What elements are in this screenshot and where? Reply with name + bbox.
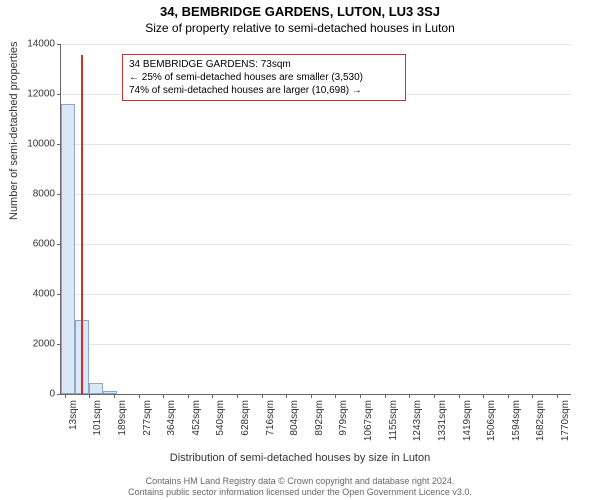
x-tick-mark <box>212 394 213 398</box>
x-tick-mark <box>311 394 312 398</box>
x-tick-label: 979sqm <box>338 400 349 436</box>
footer: Contains HM Land Registry data © Crown c… <box>0 476 600 498</box>
x-tick-mark <box>409 394 410 398</box>
y-tick-label: 10000 <box>15 139 55 150</box>
legend-box: 34 BEMBRIDGE GARDENS: 73sqm ← 25% of sem… <box>122 54 406 101</box>
x-axis-label: Distribution of semi-detached houses by … <box>0 452 600 464</box>
x-tick-label: 892sqm <box>314 400 325 436</box>
y-tick-mark <box>57 394 61 395</box>
gridline <box>61 294 571 295</box>
x-tick-mark <box>508 394 509 398</box>
x-tick-label: 540sqm <box>215 400 226 436</box>
x-tick-mark <box>459 394 460 398</box>
x-tick-label: 1770sqm <box>560 400 571 441</box>
x-tick-label: 364sqm <box>166 400 177 436</box>
histogram-bar <box>89 383 103 394</box>
legend-line-2: ← 25% of semi-detached houses are smalle… <box>129 71 399 84</box>
footer-line-1: Contains HM Land Registry data © Crown c… <box>0 476 600 487</box>
x-tick-mark <box>114 394 115 398</box>
x-tick-mark <box>360 394 361 398</box>
x-tick-label: 1506sqm <box>486 400 497 441</box>
x-tick-mark <box>89 394 90 398</box>
x-tick-label: 1067sqm <box>363 400 374 441</box>
x-tick-mark <box>557 394 558 398</box>
legend-line-3: 74% of semi-detached houses are larger (… <box>129 84 399 97</box>
gridline <box>61 44 571 45</box>
legend-line-1: 34 BEMBRIDGE GARDENS: 73sqm <box>129 58 399 71</box>
x-tick-label: 716sqm <box>265 400 276 436</box>
page-subtitle: Size of property relative to semi-detach… <box>0 19 600 35</box>
x-tick-mark <box>532 394 533 398</box>
y-tick-label: 4000 <box>15 289 55 300</box>
y-tick-mark <box>57 44 61 45</box>
x-tick-label: 628sqm <box>240 400 251 436</box>
x-tick-mark <box>139 394 140 398</box>
x-tick-mark <box>385 394 386 398</box>
x-tick-mark <box>335 394 336 398</box>
x-tick-mark <box>483 394 484 398</box>
x-tick-mark <box>434 394 435 398</box>
y-tick-label: 12000 <box>15 89 55 100</box>
x-tick-label: 1243sqm <box>412 400 423 441</box>
gridline <box>61 194 571 195</box>
y-tick-label: 8000 <box>15 189 55 200</box>
chart-container: 34, BEMBRIDGE GARDENS, LUTON, LU3 3SJ Si… <box>0 0 600 500</box>
x-tick-label: 277sqm <box>142 400 153 436</box>
x-tick-mark <box>163 394 164 398</box>
footer-line-2: Contains public sector information licen… <box>0 487 600 498</box>
x-tick-label: 101sqm <box>92 400 103 436</box>
property-marker-line <box>81 55 83 395</box>
x-tick-label: 1331sqm <box>437 400 448 441</box>
x-tick-mark <box>286 394 287 398</box>
x-tick-label: 452sqm <box>191 400 202 436</box>
x-tick-label: 1682sqm <box>535 400 546 441</box>
y-tick-label: 2000 <box>15 339 55 350</box>
x-tick-label: 13sqm <box>68 400 79 430</box>
x-tick-label: 1594sqm <box>511 400 522 441</box>
x-tick-mark <box>262 394 263 398</box>
x-tick-label: 1419sqm <box>462 400 473 441</box>
x-tick-label: 804sqm <box>289 400 300 436</box>
x-tick-mark <box>65 394 66 398</box>
gridline <box>61 244 571 245</box>
x-tick-mark <box>188 394 189 398</box>
y-tick-label: 6000 <box>15 239 55 250</box>
gridline <box>61 344 571 345</box>
histogram-bar <box>61 104 75 394</box>
x-tick-label: 189sqm <box>117 400 128 436</box>
x-tick-mark <box>237 394 238 398</box>
chart-area: 0200040006000800010000120001400013sqm101… <box>60 44 570 394</box>
y-tick-label: 0 <box>15 389 55 400</box>
y-tick-mark <box>57 94 61 95</box>
gridline <box>61 144 571 145</box>
page-title: 34, BEMBRIDGE GARDENS, LUTON, LU3 3SJ <box>0 0 600 19</box>
x-tick-label: 1155sqm <box>388 400 399 440</box>
y-tick-label: 14000 <box>15 39 55 50</box>
